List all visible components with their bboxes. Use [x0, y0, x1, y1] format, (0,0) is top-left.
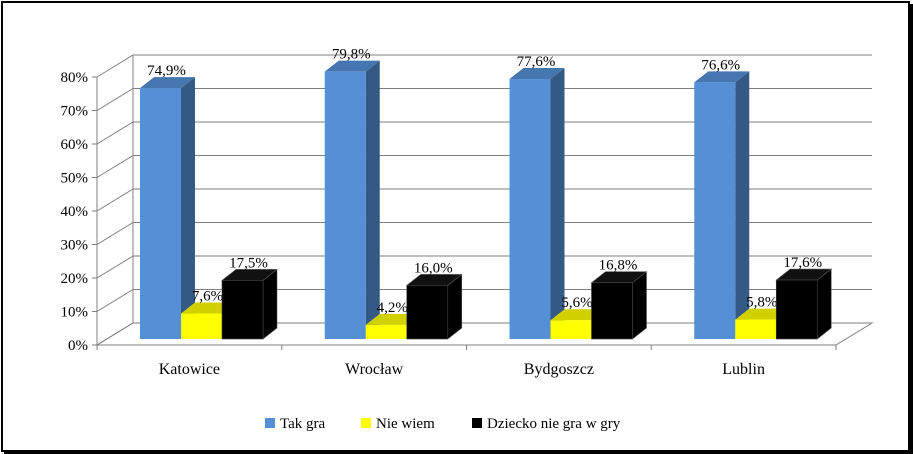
category-label: Bydgoszcz [524, 361, 594, 378]
data-label: 77,6% [517, 54, 556, 70]
gridline-side [96, 121, 134, 145]
y-tick-label: 60% [61, 137, 89, 153]
legend-label: Dziecko nie gra w gry [487, 416, 621, 432]
legend-swatch [472, 418, 482, 428]
bar-1-lublin [694, 71, 750, 339]
bar-3-lublin [775, 268, 833, 340]
category-label: Katowice [159, 361, 220, 378]
data-label: 7,6% [192, 289, 223, 305]
legend-label: Tak gra [280, 416, 326, 432]
bar-3-bydgoszcz [590, 271, 648, 340]
data-label: 76,6% [701, 57, 740, 73]
y-tick-label: 20% [61, 271, 89, 287]
y-tick-label: 70% [61, 104, 89, 120]
data-label: 5,8% [746, 295, 777, 311]
data-label: 16,8% [599, 258, 638, 274]
bar-3-katowice [221, 268, 278, 340]
bar-3-wrocław [405, 273, 463, 340]
y-tick-label: 40% [61, 204, 89, 220]
data-label: 5,6% [561, 295, 592, 311]
y-tick-label: 10% [61, 305, 89, 321]
category-label: Lublin [722, 361, 765, 378]
legend-item: Dziecko nie gra w gry [472, 416, 621, 432]
legend-item: Nie wiem [361, 416, 435, 432]
legend-item: Tak gra [265, 416, 326, 432]
bar-1-bydgoszcz [509, 68, 565, 339]
y-tick-label: 50% [61, 171, 89, 187]
legend-swatch [265, 418, 275, 428]
data-label: 17,5% [229, 255, 268, 271]
floor [95, 322, 874, 346]
category-label: Wrocław [345, 361, 403, 378]
data-label: 16,0% [414, 260, 453, 276]
legend-swatch [361, 418, 371, 428]
bar-1-katowice [140, 77, 195, 340]
gridline-side [96, 289, 134, 312]
y-tick-label: 0% [68, 338, 88, 354]
data-label: 17,6% [783, 255, 822, 271]
bar-1-wrocław [324, 60, 380, 340]
y-tick-label: 30% [61, 238, 89, 254]
gridline-side [96, 155, 134, 178]
gridline-side [96, 54, 134, 78]
gridline-side [96, 255, 134, 279]
data-label: 74,9% [147, 63, 186, 79]
data-label: 4,2% [377, 300, 408, 316]
y-tick-label: 80% [61, 70, 89, 86]
gridline-side [96, 88, 134, 111]
legend-label: Nie wiem [376, 416, 435, 432]
data-label: 79,8% [332, 47, 371, 63]
gridline-side [96, 188, 134, 212]
gridline-side [96, 222, 134, 245]
